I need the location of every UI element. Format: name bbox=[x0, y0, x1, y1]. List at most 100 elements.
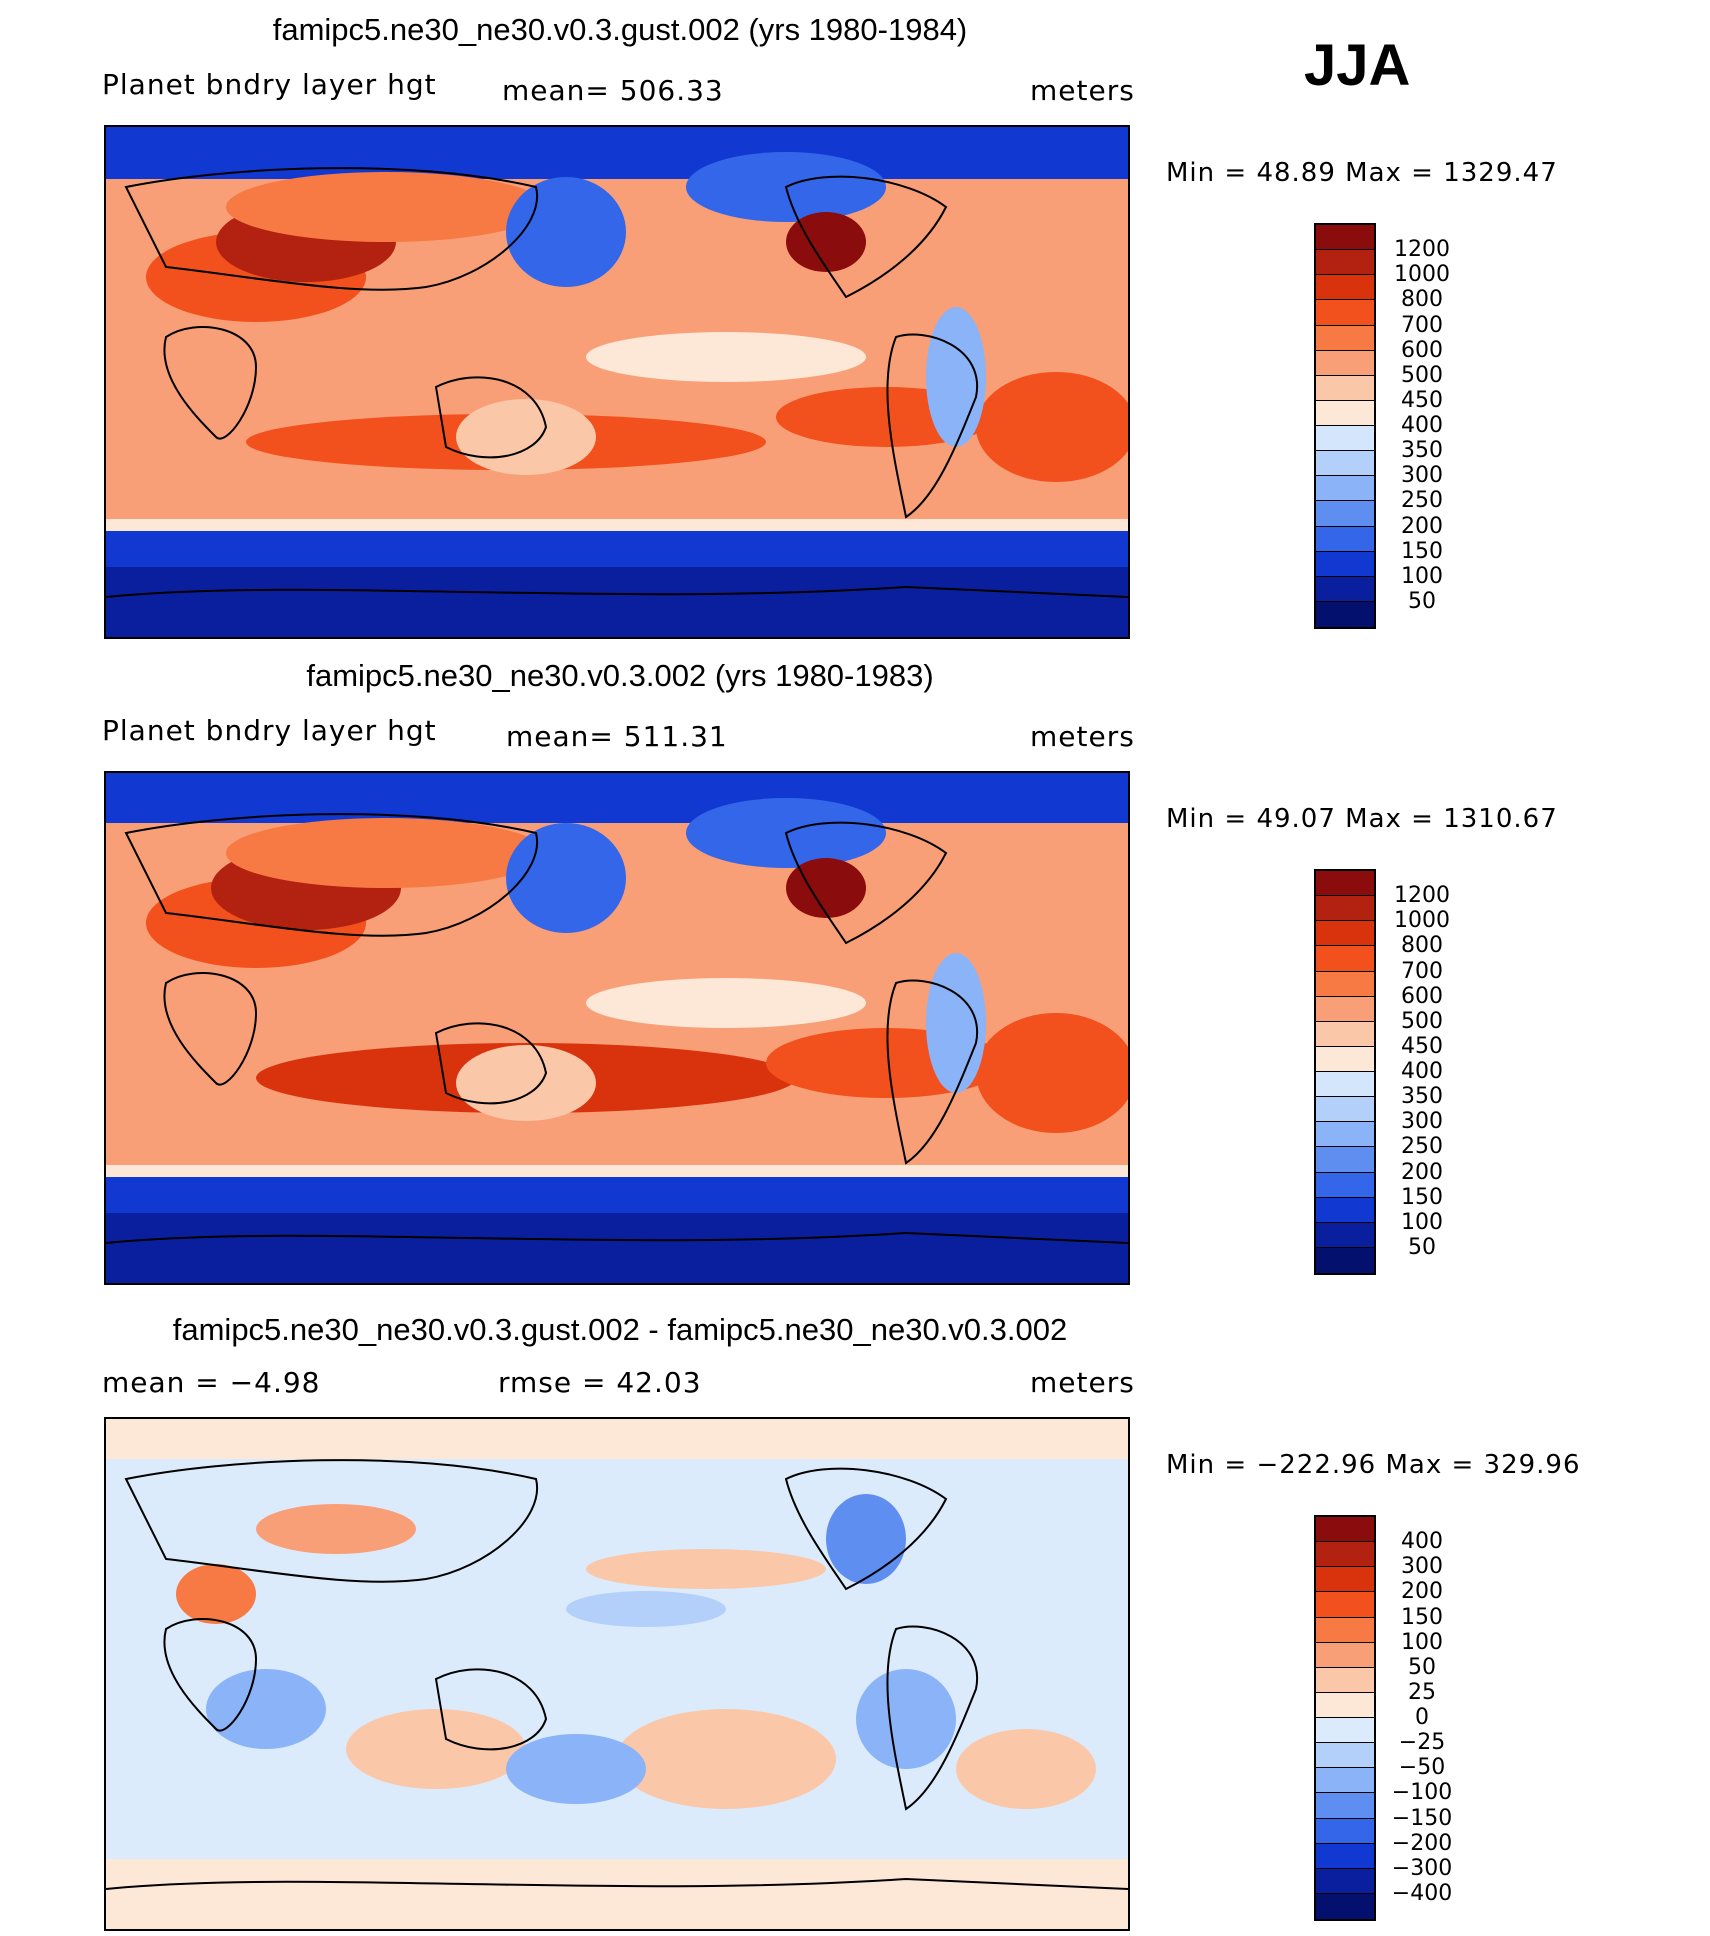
colorbar-swatch bbox=[1316, 1893, 1374, 1919]
colorbar-label: 100 bbox=[1401, 563, 1443, 589]
colorbar-swatch bbox=[1316, 1567, 1374, 1593]
panel3-pacific-positive bbox=[586, 1549, 826, 1589]
colorbar-swatch bbox=[1316, 300, 1374, 326]
colorbar-swatch bbox=[1316, 451, 1374, 477]
colorbar-label: 25 bbox=[1408, 1679, 1436, 1705]
colorbar-label: 150 bbox=[1401, 1184, 1443, 1210]
colorbar-swatch bbox=[1316, 426, 1374, 452]
colorbar-swatch bbox=[1316, 1147, 1374, 1173]
panel3-south-america-negative bbox=[856, 1669, 956, 1769]
colorbar-swatch bbox=[1316, 526, 1374, 552]
colorbar-swatch bbox=[1316, 1718, 1374, 1744]
colorbar-swatch bbox=[1316, 946, 1374, 972]
panel2-title: famipc5.ne30_ne30.v0.3.002 (yrs 1980-198… bbox=[306, 658, 934, 693]
colorbar-label: 200 bbox=[1401, 1159, 1443, 1185]
panel3-south-america-outline bbox=[886, 1625, 979, 1811]
panel2-units-label: meters bbox=[1030, 720, 1135, 753]
colorbar-label: 800 bbox=[1401, 933, 1443, 959]
colorbar-swatch bbox=[1316, 1768, 1374, 1794]
panel3-map bbox=[104, 1417, 1130, 1931]
panel2-eurasia-outline bbox=[124, 813, 539, 937]
colorbar-swatch bbox=[1316, 1542, 1374, 1568]
panel2-eurasia-field bbox=[226, 818, 546, 888]
colorbar-label: 300 bbox=[1401, 1109, 1443, 1135]
panel1-australia bbox=[456, 399, 596, 475]
colorbar-swatch bbox=[1316, 1692, 1374, 1718]
panel3-title: famipc5.ne30_ne30.v0.3.gust.002 - famipc… bbox=[172, 1312, 1068, 1347]
colorbar-swatch bbox=[1316, 1122, 1374, 1148]
colorbar-swatch bbox=[1316, 1072, 1374, 1098]
panel2-antarctic-band bbox=[106, 1213, 1128, 1283]
colorbar-label: 700 bbox=[1401, 958, 1443, 984]
panel1-variable-label: Planet bndry layer hgt bbox=[102, 68, 437, 101]
colorbar-label: −50 bbox=[1398, 1755, 1446, 1781]
panel3-north-america-negative bbox=[826, 1494, 906, 1584]
panel1-colorbar bbox=[1314, 223, 1376, 629]
panel3-colorbar bbox=[1314, 1515, 1376, 1921]
colorbar-swatch bbox=[1316, 1793, 1374, 1819]
colorbar-label: 400 bbox=[1401, 1059, 1443, 1084]
colorbar-swatch bbox=[1316, 871, 1374, 897]
panel2-north-america-high bbox=[786, 858, 866, 918]
season-label: JJA bbox=[1304, 33, 1411, 98]
colorbar-label: −100 bbox=[1391, 1780, 1453, 1806]
colorbar-label: −300 bbox=[1391, 1855, 1453, 1881]
colorbar-swatch bbox=[1316, 350, 1374, 376]
panel1-mean-label: mean= 506.33 bbox=[502, 74, 724, 107]
panel3-africa-negative bbox=[206, 1669, 326, 1749]
panel3-units-label: meters bbox=[1030, 1366, 1135, 1399]
colorbar-swatch bbox=[1316, 1021, 1374, 1047]
colorbar-swatch bbox=[1316, 996, 1374, 1022]
panel1-minmax: Min = 48.89 Max = 1329.47 bbox=[1166, 158, 1558, 188]
colorbar-label: 250 bbox=[1401, 1134, 1443, 1160]
panel1-north-america-high bbox=[786, 212, 866, 272]
colorbar-label: −150 bbox=[1391, 1805, 1453, 1831]
colorbar-label: 350 bbox=[1401, 1084, 1443, 1110]
colorbar-swatch bbox=[1316, 1197, 1374, 1223]
panel3-map-svg bbox=[106, 1419, 1128, 1929]
panel2-australia bbox=[456, 1045, 596, 1121]
colorbar-swatch bbox=[1316, 275, 1374, 301]
colorbar-label: 1000 bbox=[1394, 262, 1450, 288]
colorbar-label: 500 bbox=[1401, 362, 1443, 388]
colorbar-label: 400 bbox=[1401, 1529, 1443, 1555]
panel3-africa-outline bbox=[163, 1618, 258, 1732]
colorbar-label: 0 bbox=[1415, 1705, 1429, 1730]
colorbar-label: 700 bbox=[1401, 312, 1443, 338]
colorbar-label: 50 bbox=[1408, 588, 1436, 614]
colorbar-label: 200 bbox=[1401, 513, 1443, 539]
panel1-storm-track-edge bbox=[106, 519, 1128, 531]
panel3-north-america-outline bbox=[784, 1467, 948, 1591]
colorbar-label: 150 bbox=[1401, 538, 1443, 564]
panel1-eurasia-outline bbox=[124, 167, 539, 291]
panel1-antarctic-band bbox=[106, 567, 1128, 637]
panel2-storm-track-edge bbox=[106, 1165, 1128, 1177]
panel1-equatorial-pacific bbox=[586, 332, 866, 382]
colorbar-swatch bbox=[1316, 325, 1374, 351]
panel3-pacific-negative bbox=[566, 1591, 726, 1627]
colorbar-swatch bbox=[1316, 225, 1374, 251]
colorbar-label: 50 bbox=[1408, 1234, 1436, 1260]
colorbar-label: 450 bbox=[1401, 1033, 1443, 1059]
panel2-south-atlantic-band bbox=[976, 1013, 1128, 1133]
colorbar-swatch bbox=[1316, 375, 1374, 401]
colorbar-label: 100 bbox=[1401, 1209, 1443, 1235]
panel3-south-atlantic-positive bbox=[956, 1729, 1096, 1809]
panel2-map-svg bbox=[106, 773, 1128, 1283]
colorbar-swatch bbox=[1316, 1517, 1374, 1543]
panel2-minmax: Min = 49.07 Max = 1310.67 bbox=[1166, 804, 1558, 834]
panel3-indian-positive bbox=[346, 1709, 526, 1789]
colorbar-label: 250 bbox=[1401, 488, 1443, 514]
panel1-south-america-outline bbox=[886, 333, 979, 519]
colorbar-label: 1000 bbox=[1394, 908, 1450, 934]
panel2-south-america-outline bbox=[886, 979, 979, 1165]
colorbar-label: 300 bbox=[1401, 1554, 1443, 1580]
colorbar-label: 800 bbox=[1401, 287, 1443, 313]
colorbar-swatch bbox=[1316, 1667, 1374, 1693]
panel1-eurasia-field bbox=[226, 172, 546, 242]
panel2-map bbox=[104, 771, 1130, 1285]
panel2-arctic-band bbox=[106, 773, 1128, 823]
panel1-map bbox=[104, 125, 1130, 639]
colorbar-swatch bbox=[1316, 1868, 1374, 1894]
colorbar-label: 600 bbox=[1401, 337, 1443, 363]
